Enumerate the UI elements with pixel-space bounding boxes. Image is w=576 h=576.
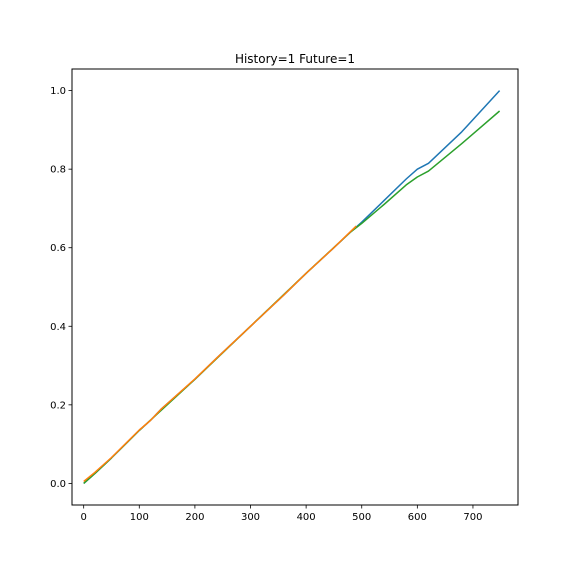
y-tick-label: 0.0 bbox=[50, 479, 66, 490]
y-tick-label: 0.2 bbox=[50, 400, 66, 411]
x-tick-label: 600 bbox=[408, 512, 427, 523]
y-tick-label: 0.6 bbox=[50, 243, 66, 254]
series-layer bbox=[83, 90, 501, 484]
x-tick-label: 500 bbox=[352, 512, 371, 523]
y-tick-label: 0.8 bbox=[50, 165, 66, 176]
x-tick-label: 200 bbox=[185, 512, 204, 523]
x-tick-label: 400 bbox=[297, 512, 316, 523]
y-tick-label: 1.0 bbox=[50, 86, 66, 97]
plot-frame bbox=[71, 68, 519, 506]
chart-title: History=1 Future=1 bbox=[235, 52, 355, 66]
series-line-3 bbox=[83, 225, 357, 482]
x-tick-label: 0 bbox=[80, 512, 86, 523]
x-tick-label: 300 bbox=[241, 512, 260, 523]
x-tick-label: 100 bbox=[130, 512, 149, 523]
x-tick-label: 700 bbox=[463, 512, 482, 523]
ticks-layer: 0 100 200 300 400 500 600 700 0.0 0.2 0.4 0.6 0.8 1.0 bbox=[50, 86, 482, 523]
y-tick-label: 0.4 bbox=[50, 322, 66, 333]
